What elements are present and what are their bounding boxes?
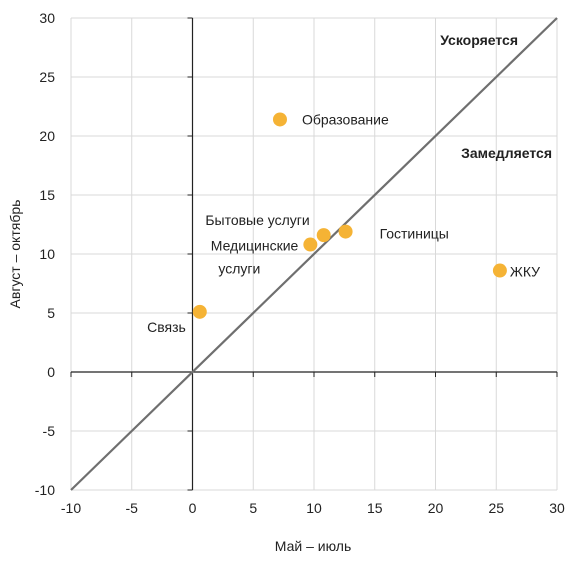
data-point [316, 228, 331, 243]
data-points [192, 112, 507, 319]
x-axis-title: Май – июль [275, 538, 351, 554]
point-label: ЖКУ [510, 264, 540, 280]
x-tick-label: 20 [428, 500, 444, 516]
tick-labels: -10 -5 0 5 10 15 20 25 30 30 25 20 15 10 5 0 -5 -10 [35, 10, 565, 516]
y-tick-label: 20 [39, 128, 55, 144]
y-tick-label: 10 [39, 246, 55, 262]
y-tick-label: 25 [39, 69, 55, 85]
point-label: Связь [147, 319, 186, 335]
x-tick-label: 5 [249, 500, 257, 516]
x-tick-label: 25 [488, 500, 504, 516]
y-axis-title: Август – октябрь [7, 200, 23, 309]
region-label-slowing: Замедляется [461, 145, 552, 161]
x-tick-label: 15 [367, 500, 383, 516]
x-tick-label: 0 [189, 500, 197, 516]
y-tick-label: 15 [39, 187, 55, 203]
data-point [272, 112, 287, 127]
point-label: Образование [302, 111, 389, 127]
diagonal-line [70, 17, 558, 491]
diagonal-layer [70, 17, 558, 491]
x-tick-label: 30 [549, 500, 565, 516]
y-tick-label: 5 [47, 305, 55, 321]
y-tick-label: -10 [35, 482, 55, 498]
data-point [492, 263, 507, 278]
y-tick-label: 30 [39, 10, 55, 26]
point-label: Бытовые услуги [205, 212, 309, 228]
data-point [338, 224, 353, 239]
data-point [303, 237, 318, 252]
point-label: Медицинские услуги [211, 238, 299, 277]
x-tick-label: -5 [126, 500, 139, 516]
region-label-accelerating: Ускоряется [440, 32, 518, 48]
x-tick-label: -10 [61, 500, 81, 516]
data-point [192, 304, 207, 319]
point-label: Гостиницы [380, 226, 449, 242]
point-labels: Образование Бытовые услуги Медицинские услу… [147, 111, 540, 334]
axis-layer [70, 17, 558, 491]
y-tick-label: 0 [47, 364, 55, 380]
x-tick-label: 10 [306, 500, 322, 516]
y-tick-label: -5 [43, 423, 56, 439]
